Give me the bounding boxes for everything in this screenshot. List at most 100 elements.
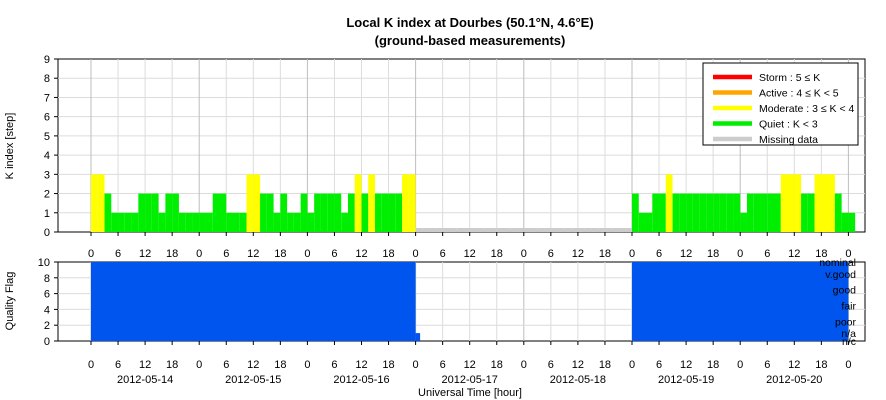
k-missing-bar (604, 228, 612, 232)
k-bar (834, 193, 842, 232)
k-bar (314, 193, 321, 232)
k-bar (740, 212, 747, 232)
k-bar (746, 193, 754, 232)
quality-y-tick-label: 8 (44, 273, 50, 285)
quality-flag-label: good (833, 285, 857, 297)
k-missing-bar (503, 228, 511, 232)
k-missing-bar (550, 228, 558, 232)
k-x-tick-label: 0 (737, 248, 743, 260)
chart-subtitle: (ground-based measurements) (375, 33, 566, 48)
k-bar (212, 193, 220, 232)
k-bar (395, 193, 403, 232)
k-bar (327, 193, 335, 232)
k-y-tick-label: 0 (44, 227, 50, 239)
quality-x-tick-label: 18 (274, 359, 286, 371)
quality-x-tick-label: 12 (139, 359, 151, 371)
k-index-y-label: K index [step] (4, 113, 16, 180)
k-bar (686, 193, 693, 232)
k-missing-bar (489, 228, 497, 232)
quality-y-tick-label: 10 (38, 257, 50, 269)
k-x-tick-label: 18 (166, 248, 178, 260)
k-bar (219, 193, 227, 232)
quality-x-tick-label: 12 (355, 359, 367, 371)
k-bar (192, 212, 200, 232)
k-x-tick-label: 12 (680, 248, 692, 260)
day-label: 2012-05-16 (333, 374, 389, 386)
k-bar (307, 212, 315, 232)
k-bar (780, 174, 788, 232)
k-y-tick-label: 2 (44, 189, 50, 201)
k-y-tick-label: 9 (44, 54, 50, 66)
quality-x-tick-label: 6 (440, 359, 446, 371)
quality-x-tick-label: 0 (88, 359, 94, 371)
k-x-tick-label: 6 (548, 248, 554, 260)
k-missing-bar (483, 228, 490, 232)
k-index-x-ticks: 0 6 12 18 0 6 12 18 0 6 12 18 0 6 12 18 0 6 12 18 0 6 12 18 0 6 12… (88, 232, 851, 260)
k-bar (665, 174, 673, 232)
quality-x-tick-label: 6 (548, 359, 554, 371)
k-y-tick-label: 6 (44, 112, 50, 124)
k-bar (787, 174, 795, 232)
chart-title: Local K index at Dourbes (50.1°N, 4.6°E) (346, 15, 593, 30)
k-x-tick-label: 6 (115, 248, 121, 260)
k-x-tick-label: 12 (788, 248, 800, 260)
k-bar (408, 174, 416, 232)
k-x-tick-label: 18 (491, 248, 503, 260)
k-bar (645, 212, 653, 232)
x-axis-label: Universal Time [hour] (418, 387, 522, 399)
quality-flag-label: v.good (825, 269, 856, 281)
k-x-tick-label: 18 (382, 248, 394, 260)
quality-x-tick-label: 12 (572, 359, 584, 371)
k-y-tick-label: 7 (44, 92, 50, 104)
k-bar (172, 193, 179, 232)
k-bar (246, 174, 254, 232)
k-missing-bar (557, 228, 565, 232)
quality-y-tick-label: 2 (44, 320, 50, 332)
k-x-tick-label: 6 (223, 248, 229, 260)
quality-x-tick-label: 6 (331, 359, 337, 371)
quality-x-tick-label: 0 (413, 359, 419, 371)
k-bar (293, 212, 301, 232)
k-x-tick-label: 6 (331, 248, 337, 260)
k-bar (638, 212, 646, 232)
k-bar (199, 212, 206, 232)
k-x-tick-label: 0 (196, 248, 202, 260)
k-bar (97, 174, 105, 232)
day-label: 2012-05-15 (225, 374, 281, 386)
k-bar (124, 212, 132, 232)
k-x-tick-label: 0 (413, 248, 419, 260)
day-label: 2012-05-14 (117, 374, 173, 386)
k-bar (253, 174, 261, 232)
k-x-tick-label: 12 (139, 248, 151, 260)
legend: Storm : 5 ≤ K Active : 4 ≤ K < 5 Moderate … (702, 62, 859, 146)
k-bar (726, 193, 734, 232)
k-bar (368, 174, 376, 232)
quality-bar (415, 333, 421, 341)
k-bar (801, 193, 808, 232)
k-bar (233, 212, 240, 232)
k-x-tick-label: 18 (274, 248, 286, 260)
quality-x-tick-label: 6 (764, 359, 770, 371)
k-missing-bar (598, 228, 605, 232)
k-bar (659, 193, 666, 232)
k-bar (794, 174, 802, 232)
k-missing-bar (476, 228, 484, 232)
k-x-tick-label: 0 (845, 248, 851, 260)
legend-label: Missing data (759, 134, 818, 146)
k-x-tick-label: 12 (572, 248, 584, 260)
k-bar (205, 212, 213, 232)
quality-x-tick-label: 18 (815, 359, 827, 371)
k-bar (118, 212, 125, 232)
quality-y-tick-label: 6 (44, 289, 50, 301)
k-missing-bar (591, 228, 599, 232)
quality-x-tick-label: 18 (382, 359, 394, 371)
quality-x-tick-label: 0 (845, 359, 851, 371)
k-missing-bar (564, 228, 572, 232)
quality-x-tick-label: 0 (196, 359, 202, 371)
quality-x-tick-label: 0 (521, 359, 527, 371)
k-bar (347, 193, 355, 232)
k-bar (341, 212, 348, 232)
quality-x-tick-label: 0 (737, 359, 743, 371)
